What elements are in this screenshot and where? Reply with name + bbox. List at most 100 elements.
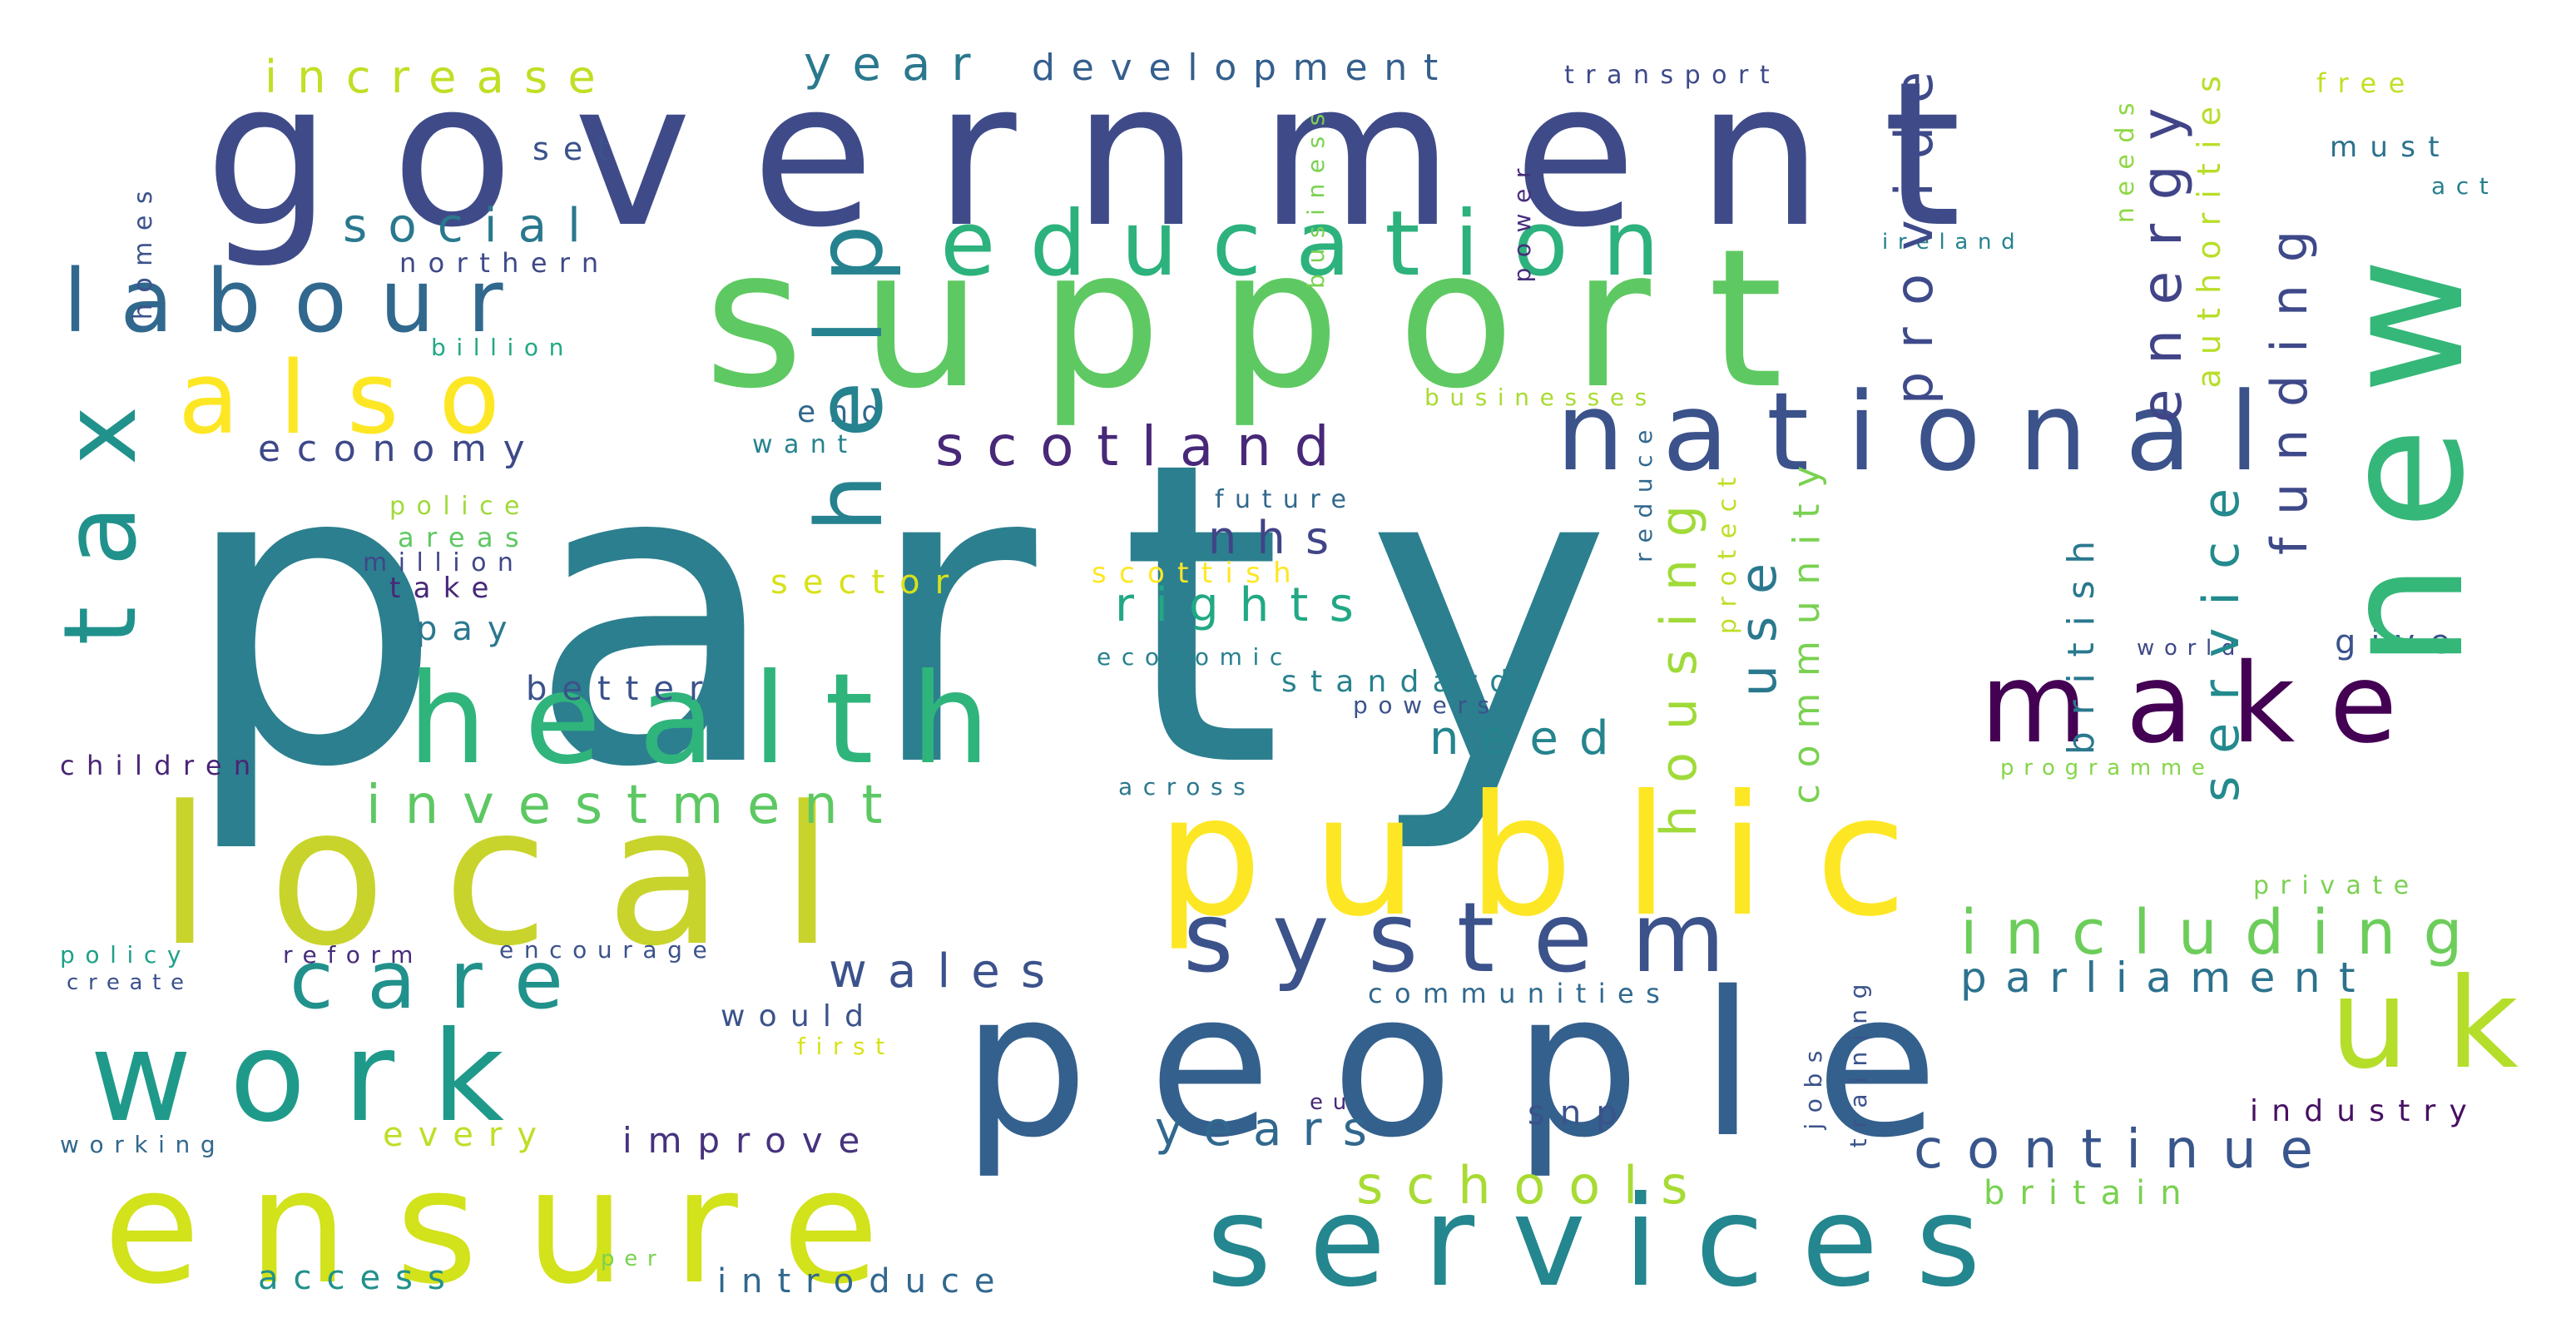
word-parliament: parliament <box>1960 954 2375 1002</box>
word-britain: britain <box>1984 1174 2197 1212</box>
word-local: local <box>158 766 891 989</box>
word-years: years <box>1155 1103 1389 1157</box>
word-nhs: nhs <box>1208 512 1350 564</box>
word-eu: eu <box>1310 1090 1356 1115</box>
word-per: per <box>601 1246 666 1271</box>
word-communities: communities <box>1368 978 1672 1009</box>
word-economy: economy <box>258 428 542 470</box>
word-industry: industry <box>2250 1094 2481 1128</box>
word-service: service <box>2192 466 2251 802</box>
word-standards: standards <box>1281 665 1552 699</box>
word-education: education <box>940 192 1694 296</box>
word-power: power <box>1508 158 1536 283</box>
word-uk: uk <box>2330 952 2556 1097</box>
word-areas: areas <box>398 522 532 553</box>
word-pay: pay <box>416 610 523 648</box>
word-end: end <box>797 395 894 429</box>
word-northern: northern <box>399 247 611 279</box>
word-british: british <box>2060 524 2103 756</box>
word-social: social <box>343 199 602 253</box>
word-want: want <box>752 430 859 459</box>
word-work: work <box>90 1005 542 1150</box>
word-access: access <box>258 1259 460 1297</box>
word-scottish: scottish <box>1092 557 1304 590</box>
word-world: world <box>2137 636 2246 661</box>
word-protect: protect <box>1713 466 1742 635</box>
word-future: future <box>1215 485 1358 514</box>
word-wales: wales <box>829 944 1067 999</box>
word-including: including <box>1960 897 2490 969</box>
word-jobs: jobs <box>1800 1040 1827 1130</box>
word-powers: powers <box>1353 691 1500 719</box>
word-also: also <box>178 341 540 457</box>
word-tax: tax <box>43 366 159 646</box>
word-ireland: ireland <box>1882 230 2025 255</box>
word-support: support <box>704 209 1841 431</box>
word-introduce: introduce <box>717 1262 1010 1301</box>
word-housing: housing <box>1650 483 1708 837</box>
word-better: better <box>526 670 718 708</box>
word-must: must <box>2330 131 2452 164</box>
word-sector: sector <box>770 563 964 602</box>
word-reduce: reduce <box>1630 419 1657 562</box>
word-training: training <box>1845 974 1872 1148</box>
word-help: help <box>796 188 903 533</box>
word-transport: transport <box>1564 61 1781 90</box>
word-programme: programme <box>2000 756 2215 780</box>
word-ensure: ensure <box>103 1135 927 1319</box>
word-investment: investment <box>366 775 907 836</box>
word-improve: improve <box>622 1120 876 1161</box>
word-every: every <box>383 1116 552 1154</box>
word-snp: snp <box>1528 1094 1632 1132</box>
word-create: create <box>67 970 194 995</box>
word-needs: needs <box>2111 92 2140 224</box>
word-police: police <box>389 492 532 521</box>
word-million: million <box>363 548 525 577</box>
word-across: across <box>1118 773 1256 800</box>
word-new: new <box>2307 225 2501 669</box>
word-government: government <box>205 38 2022 271</box>
word-business: business <box>1302 103 1330 289</box>
word-continue: continue <box>1914 1119 2337 1181</box>
word-billion: billion <box>431 334 574 361</box>
word-scotland: scotland <box>935 414 1353 478</box>
word-increase: increase <box>265 51 617 103</box>
word-first: first <box>797 1033 895 1060</box>
word-policy: policy <box>60 941 192 969</box>
word-would: would <box>721 999 878 1033</box>
word-health: health <box>408 647 1028 792</box>
word-national: national <box>1556 369 2297 495</box>
word-development: development <box>1032 47 1455 89</box>
word-set: set <box>533 131 624 167</box>
word-funding: funding <box>2261 208 2319 556</box>
word-provide: provide <box>1884 48 1944 405</box>
word-system: system <box>1183 882 1764 994</box>
word-economic: economic <box>1097 643 1293 671</box>
word-take: take <box>389 572 502 605</box>
word-make: make <box>1980 640 2436 768</box>
word-homes: homes <box>129 180 158 320</box>
word-care: care <box>290 934 597 1027</box>
word-authorities: authorities <box>2191 62 2227 389</box>
word-community: community <box>1786 449 1828 805</box>
word-free: free <box>2316 67 2417 99</box>
word-labour: labour <box>63 250 537 352</box>
word-party: party <box>180 374 1696 858</box>
word-reform: reform <box>283 941 424 969</box>
word-private: private <box>2253 871 2420 900</box>
word-services: services <box>1206 1170 2019 1315</box>
word-children: children <box>60 750 263 781</box>
word-act: act <box>2431 172 2499 200</box>
word-need: need <box>1429 711 1630 766</box>
word-rights: rights <box>1115 578 1375 632</box>
word-people: people <box>962 949 1999 1182</box>
word-year: year <box>804 37 992 92</box>
word-businesses: businesses <box>1424 384 1657 411</box>
word-schools: schools <box>1356 1155 1712 1216</box>
word-give: give <box>2335 623 2465 662</box>
word-public: public <box>1157 760 1957 954</box>
word-energy: energy <box>2130 83 2194 424</box>
word-encourage: encourage <box>499 936 718 964</box>
word-working: working <box>60 1131 226 1158</box>
